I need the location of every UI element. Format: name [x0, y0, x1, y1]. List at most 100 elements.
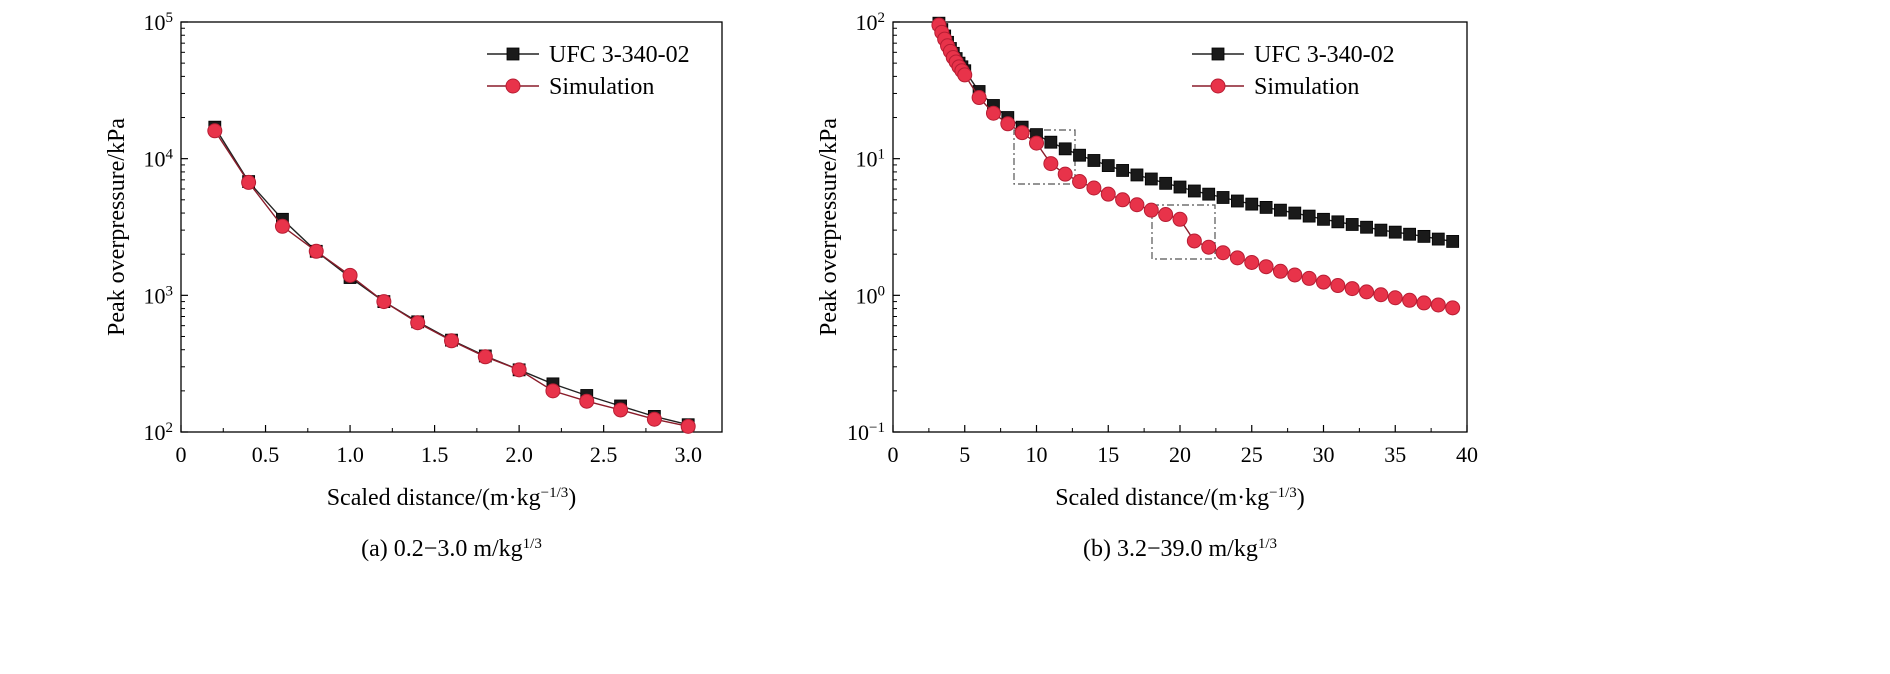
- data-point-square: [1403, 227, 1416, 241]
- data-point-circle: [1373, 287, 1389, 303]
- legend: UFC 3-340-02 Simulation: [1192, 42, 1395, 100]
- data-point-circle: [410, 315, 426, 331]
- data-point-circle: [1229, 250, 1245, 266]
- plot-frame: [180, 21, 723, 433]
- panel-caption-exponent: 1/3: [523, 536, 542, 552]
- x-tick-label: 35: [1384, 442, 1406, 467]
- y-tick-label: 102: [144, 420, 174, 445]
- data-point-circle: [1359, 284, 1375, 300]
- data-point-square: [1231, 194, 1244, 208]
- data-point-circle: [1014, 125, 1030, 141]
- data-point-circle: [1344, 281, 1360, 297]
- x-axis-label-exponent: −1/3: [1269, 485, 1297, 501]
- panel-caption-main: (a) 0.2−3.0 m/kg: [361, 536, 523, 562]
- y-tick-label: 103: [144, 283, 174, 308]
- data-point-square: [1317, 212, 1330, 226]
- panel-caption-main: (b) 3.2−39.0 m/kg: [1083, 536, 1258, 562]
- data-point-circle: [1445, 300, 1461, 316]
- y-axis-label: Peak overpressure/kPa: [816, 118, 842, 336]
- data-point-circle: [1000, 116, 1016, 132]
- data-point-square: [1073, 148, 1086, 162]
- data-point-square: [1159, 176, 1173, 190]
- x-tick-label: 30: [1313, 442, 1335, 467]
- data-point-circle: [274, 218, 290, 234]
- data-point-circle: [1115, 192, 1131, 208]
- data-point-circle: [1272, 263, 1288, 279]
- y-tick-exponent: 2: [878, 10, 886, 26]
- y-tick-exponent: 3: [166, 283, 174, 299]
- x-axis-label: Scaled distance/(m·kg−1/3): [1055, 485, 1305, 511]
- legend-marker-circle: [505, 78, 521, 94]
- legend-marker-square: [506, 47, 520, 61]
- data-point-circle: [646, 411, 662, 427]
- data-point-circle: [1316, 274, 1331, 290]
- x-tick-label: 15: [1097, 442, 1119, 467]
- y-tick-exponent: 4: [166, 147, 174, 163]
- data-point-square: [1345, 218, 1359, 231]
- data-point-circle: [207, 123, 223, 139]
- data-point-square: [1101, 159, 1115, 172]
- y-tick-base: 10: [144, 283, 166, 308]
- y-tick-base: 10: [847, 420, 869, 445]
- x-tick-label: 0: [888, 442, 899, 467]
- data-point-circle: [444, 333, 459, 349]
- data-point-circle: [376, 294, 392, 310]
- y-tick-label: 102: [856, 10, 886, 35]
- data-point-circle: [1100, 186, 1116, 202]
- data-point-circle: [1287, 267, 1303, 283]
- data-point-circle: [1215, 245, 1231, 261]
- data-point-circle: [1072, 174, 1088, 190]
- x-tick-label: 2.5: [590, 442, 618, 467]
- data-point-square: [1259, 200, 1273, 214]
- series-simulation: [207, 123, 696, 434]
- data-point-circle: [579, 393, 595, 409]
- data-point-square: [1216, 191, 1230, 204]
- data-point-square: [1431, 232, 1445, 246]
- series-line: [214, 126, 689, 426]
- data-point-circle: [1086, 180, 1102, 196]
- data-point-circle: [1143, 202, 1159, 218]
- data-point-circle: [1201, 239, 1217, 255]
- data-point-square: [1173, 180, 1187, 194]
- x-tick-label: 40: [1456, 442, 1478, 467]
- legend: UFC 3-340-02 Simulation: [487, 42, 690, 100]
- data-point-circle: [1430, 297, 1446, 313]
- x-axis-label-end: ): [568, 485, 576, 511]
- x-tick-label: 0.5: [252, 442, 280, 467]
- x-tick-label: 20: [1169, 442, 1191, 467]
- data-point-square: [1374, 223, 1388, 237]
- data-point-circle: [971, 90, 987, 106]
- highlight-box: [1151, 204, 1216, 260]
- data-point-circle: [1043, 156, 1059, 172]
- y-tick-base: 10: [144, 10, 166, 35]
- data-point-square: [1044, 135, 1058, 149]
- y-tick-label: 105: [144, 10, 174, 35]
- data-point-square: [1245, 197, 1259, 211]
- y-tick-label: 101: [856, 147, 886, 172]
- data-point-circle: [1244, 254, 1260, 270]
- data-point-circle: [1258, 259, 1274, 275]
- series-line: [214, 130, 689, 427]
- data-point-circle: [545, 383, 561, 399]
- x-tick-label: 10: [1026, 442, 1048, 467]
- y-tick-base: 10: [856, 10, 878, 35]
- data-point-circle: [613, 402, 629, 418]
- data-point-square: [1116, 164, 1129, 177]
- x-tick-label: 0: [176, 442, 187, 467]
- x-tick-label: 1.0: [336, 442, 364, 467]
- y-tick-label: 104: [144, 147, 174, 172]
- y-tick-exponent: 2: [166, 420, 174, 436]
- x-tick-label: 3.0: [674, 442, 702, 467]
- data-point-circle: [1416, 295, 1432, 311]
- x-axis-label-main: Scaled distance/(m·kg: [1055, 485, 1269, 511]
- panel-caption: (b) 3.2−39.0 m/kg1/3: [1083, 536, 1277, 562]
- data-point-square: [1417, 229, 1431, 243]
- y-tick-base: 10: [144, 147, 166, 172]
- data-point-square: [1187, 184, 1201, 198]
- data-point-square: [1144, 172, 1158, 186]
- legend-label: Simulation: [1254, 74, 1359, 100]
- y-tick-exponent: 1: [878, 147, 886, 163]
- x-axis-label: Scaled distance/(m·kg−1/3): [327, 485, 577, 511]
- data-point-square: [1331, 215, 1345, 229]
